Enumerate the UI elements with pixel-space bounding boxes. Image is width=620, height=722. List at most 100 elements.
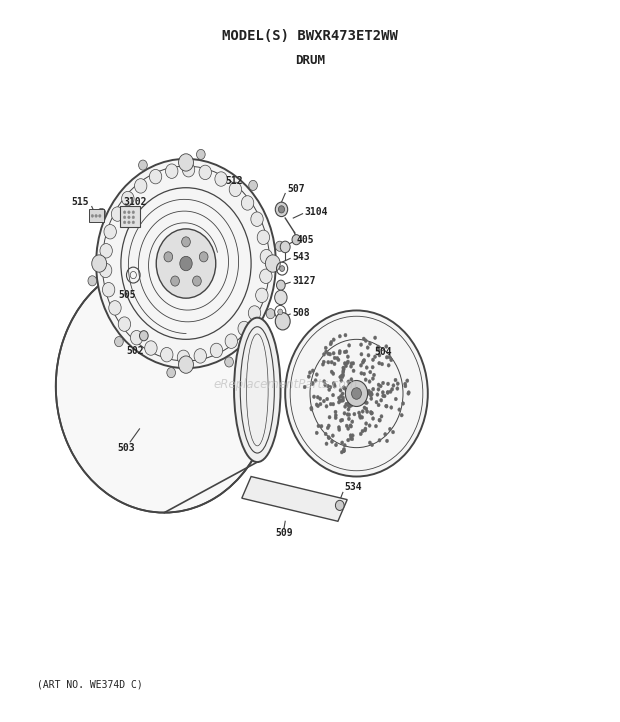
Circle shape xyxy=(345,349,348,353)
Circle shape xyxy=(368,392,371,396)
Circle shape xyxy=(179,154,193,171)
Circle shape xyxy=(347,360,350,364)
Circle shape xyxy=(378,438,381,442)
Circle shape xyxy=(379,399,383,402)
Text: 512: 512 xyxy=(225,175,242,186)
Circle shape xyxy=(400,414,403,417)
Circle shape xyxy=(350,362,353,365)
Circle shape xyxy=(342,396,345,399)
Circle shape xyxy=(341,418,344,422)
Circle shape xyxy=(88,276,97,286)
Circle shape xyxy=(266,308,275,318)
Text: 509: 509 xyxy=(275,528,293,538)
Text: 502: 502 xyxy=(126,346,144,356)
Circle shape xyxy=(337,358,340,362)
Circle shape xyxy=(377,388,380,391)
Circle shape xyxy=(383,394,386,398)
Circle shape xyxy=(365,366,368,370)
Circle shape xyxy=(328,415,331,419)
Circle shape xyxy=(337,396,340,400)
Circle shape xyxy=(347,438,350,442)
Circle shape xyxy=(392,383,395,387)
Circle shape xyxy=(342,448,345,451)
Circle shape xyxy=(311,382,314,386)
Circle shape xyxy=(182,237,190,247)
Text: 507: 507 xyxy=(287,184,304,194)
Circle shape xyxy=(371,443,374,447)
Circle shape xyxy=(371,377,374,380)
Circle shape xyxy=(161,347,173,362)
Circle shape xyxy=(407,391,410,394)
Circle shape xyxy=(350,404,353,407)
Circle shape xyxy=(347,402,350,406)
Circle shape xyxy=(327,436,330,440)
Circle shape xyxy=(104,225,117,239)
Circle shape xyxy=(320,425,323,428)
Circle shape xyxy=(319,402,322,406)
Circle shape xyxy=(248,306,260,321)
Circle shape xyxy=(329,342,332,346)
Circle shape xyxy=(346,413,349,417)
Circle shape xyxy=(275,290,287,305)
Circle shape xyxy=(336,357,339,360)
Circle shape xyxy=(391,388,394,391)
Circle shape xyxy=(366,410,369,414)
Circle shape xyxy=(308,375,311,378)
Circle shape xyxy=(371,365,374,369)
Circle shape xyxy=(308,370,311,374)
Circle shape xyxy=(278,309,283,315)
Circle shape xyxy=(360,352,363,356)
Circle shape xyxy=(364,401,367,404)
Circle shape xyxy=(285,310,428,477)
Circle shape xyxy=(394,397,397,401)
Circle shape xyxy=(332,372,335,375)
Circle shape xyxy=(260,249,273,264)
Circle shape xyxy=(118,317,131,331)
Circle shape xyxy=(311,369,314,373)
Circle shape xyxy=(340,378,343,382)
Circle shape xyxy=(339,388,342,392)
Circle shape xyxy=(322,399,326,403)
Circle shape xyxy=(330,340,333,344)
Circle shape xyxy=(340,451,343,454)
Circle shape xyxy=(96,159,276,368)
Circle shape xyxy=(353,412,356,416)
Circle shape xyxy=(123,211,126,214)
Circle shape xyxy=(404,384,407,388)
Circle shape xyxy=(351,434,354,438)
Circle shape xyxy=(326,426,329,430)
Circle shape xyxy=(140,331,148,341)
Circle shape xyxy=(364,427,367,430)
Circle shape xyxy=(377,348,380,352)
Circle shape xyxy=(350,378,353,381)
Circle shape xyxy=(385,404,388,408)
Circle shape xyxy=(343,443,346,447)
Circle shape xyxy=(365,407,368,411)
Circle shape xyxy=(334,410,337,414)
Circle shape xyxy=(280,241,290,253)
Circle shape xyxy=(123,216,126,219)
Circle shape xyxy=(371,387,374,391)
Text: MODEL(S) BWXR473ET2WW: MODEL(S) BWXR473ET2WW xyxy=(222,29,398,43)
Circle shape xyxy=(363,372,366,375)
Circle shape xyxy=(363,406,366,409)
Circle shape xyxy=(352,388,361,399)
Circle shape xyxy=(387,363,390,367)
Circle shape xyxy=(342,449,345,453)
Circle shape xyxy=(292,235,301,245)
Circle shape xyxy=(390,406,393,409)
Circle shape xyxy=(241,196,254,210)
Circle shape xyxy=(381,362,384,366)
Circle shape xyxy=(361,416,364,419)
Circle shape xyxy=(349,424,352,427)
Circle shape xyxy=(338,351,341,355)
Circle shape xyxy=(340,441,343,445)
Circle shape xyxy=(108,300,121,315)
Circle shape xyxy=(182,162,195,177)
Circle shape xyxy=(115,336,123,347)
Circle shape xyxy=(368,342,371,345)
Circle shape xyxy=(371,417,374,420)
Circle shape xyxy=(97,209,106,219)
Circle shape xyxy=(343,350,347,354)
Circle shape xyxy=(334,443,337,447)
